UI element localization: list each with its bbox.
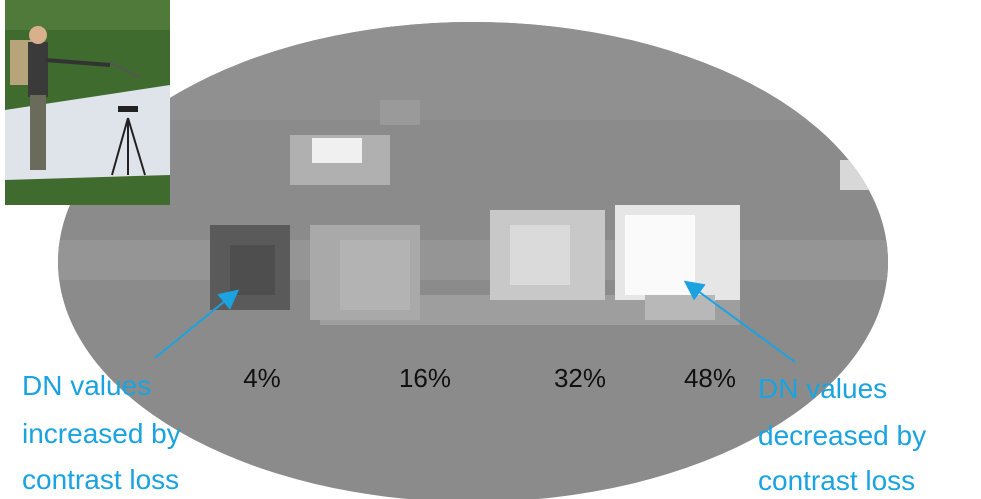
annotation-line: contrast loss <box>22 464 179 495</box>
label: 4% <box>243 363 281 393</box>
annotation-line: decreased by <box>758 420 926 451</box>
annotation-line: increased by <box>22 418 181 449</box>
photo <box>5 0 170 205</box>
annotation-line: DN values <box>758 373 887 404</box>
label: 16% <box>399 363 451 393</box>
annotation-line: DN values <box>22 370 151 401</box>
annotation-line: contrast loss <box>758 465 915 496</box>
slide: 4% 16% 32% 48% DN values increased by co… <box>0 0 981 499</box>
label: 48% <box>684 363 736 393</box>
label: 32% <box>554 363 606 393</box>
